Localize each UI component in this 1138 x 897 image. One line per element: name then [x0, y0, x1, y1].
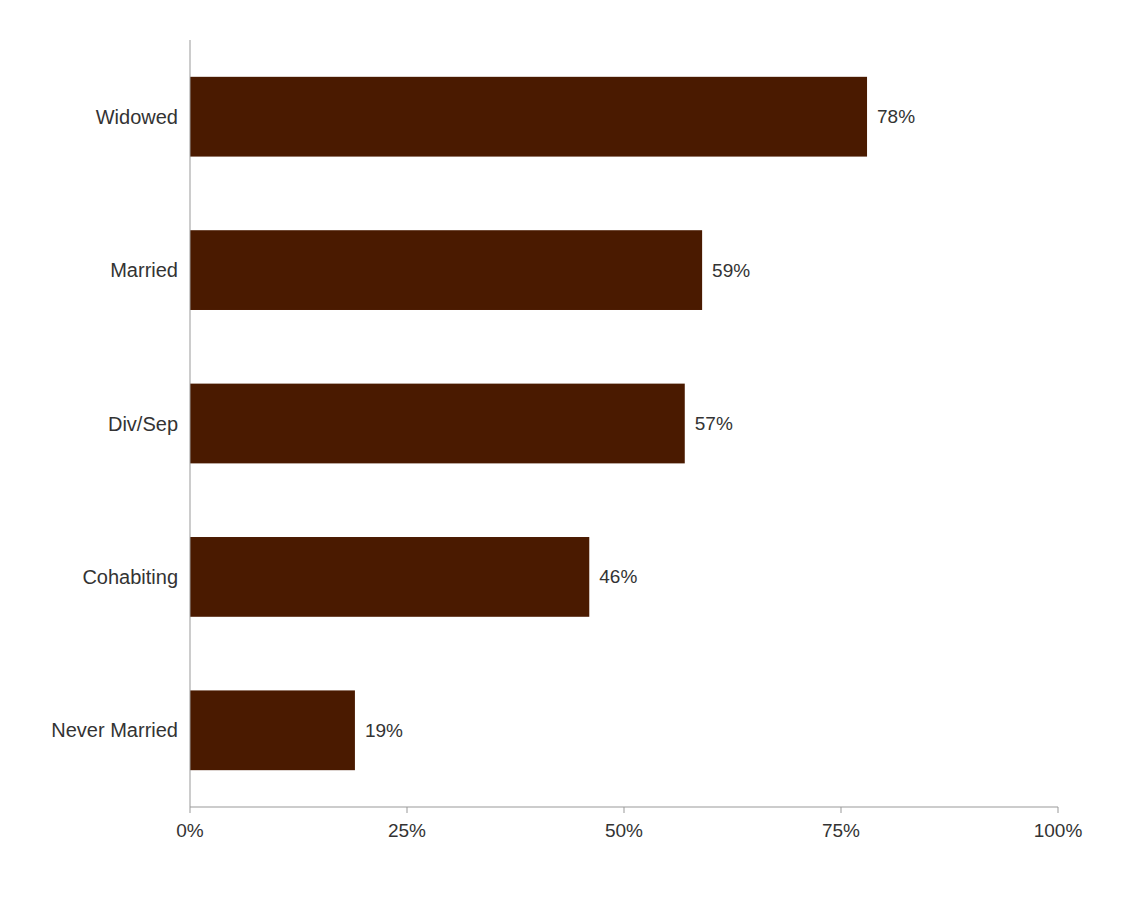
bar: [190, 230, 702, 310]
data-labels: 19% 46% 57% 59% 78%: [365, 106, 915, 741]
y-tick-label: Div/Sep: [108, 413, 178, 435]
data-label: 46%: [599, 566, 637, 587]
bar: [190, 77, 867, 157]
x-tick: [407, 807, 408, 813]
bars: [190, 77, 867, 770]
y-tick-label: Cohabiting: [82, 566, 178, 588]
data-label: 59%: [712, 260, 750, 281]
y-tick-label: Never Married: [51, 719, 178, 741]
x-tick-label: 50%: [605, 820, 643, 841]
data-label: 57%: [695, 413, 733, 434]
data-label: 78%: [877, 106, 915, 127]
chart-svg: 19% 46% 57% 59% 78% 0% 25% 50% 75% 100% Never Marr…: [0, 0, 1138, 897]
x-tick: [841, 807, 842, 813]
bar: [190, 537, 589, 617]
chart-container: 19% 46% 57% 59% 78% 0% 25% 50% 75% 100% Never Marr…: [0, 0, 1138, 897]
x-tick-label: 25%: [388, 820, 426, 841]
y-tick-label: Married: [110, 259, 178, 281]
bar: [190, 690, 355, 770]
x-tick: [1058, 807, 1059, 813]
y-axis-line: [190, 40, 191, 807]
x-tick: [624, 807, 625, 813]
x-tick: [190, 807, 191, 813]
bar: [190, 384, 685, 464]
x-tick-label: 0%: [176, 820, 204, 841]
data-label: 19%: [365, 720, 403, 741]
axes: 0% 25% 50% 75% 100% Never Married Cohabiting Di…: [51, 40, 1082, 841]
x-tick-label: 75%: [822, 820, 860, 841]
y-tick-label: Widowed: [96, 106, 178, 128]
x-tick-label: 100%: [1034, 820, 1083, 841]
